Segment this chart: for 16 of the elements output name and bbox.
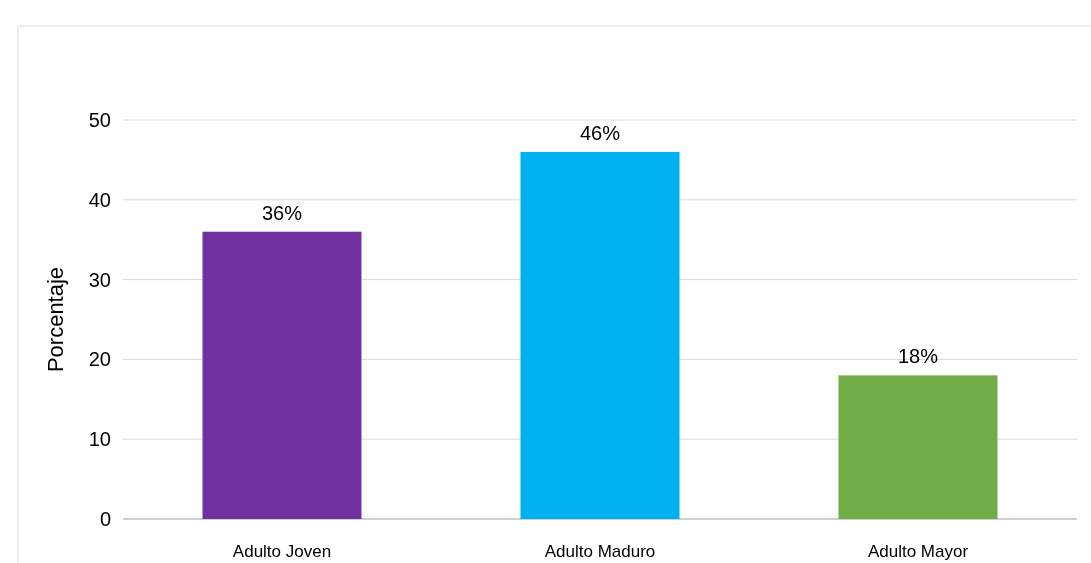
bar (202, 231, 362, 519)
x-tick-label: Adulto Mayor (867, 542, 969, 561)
y-tick-label: 20 (88, 348, 111, 371)
x-tick-label: Adulto Maduro (544, 542, 656, 561)
y-tick-label: 50 (88, 109, 111, 131)
data-label: 46% (579, 121, 621, 144)
y-tick-label: 30 (88, 268, 111, 291)
y-tick-label: 40 (88, 188, 111, 211)
bar (838, 375, 998, 519)
y-axis-title: Porcentaje (43, 266, 68, 373)
y-tick-label: 0 (99, 508, 111, 530)
data-label: 36% (261, 201, 303, 224)
x-tick-label: Adulto Joven (232, 542, 332, 561)
data-label: 18% (897, 345, 939, 368)
y-tick-label: 10 (88, 428, 111, 451)
bar (520, 151, 680, 519)
